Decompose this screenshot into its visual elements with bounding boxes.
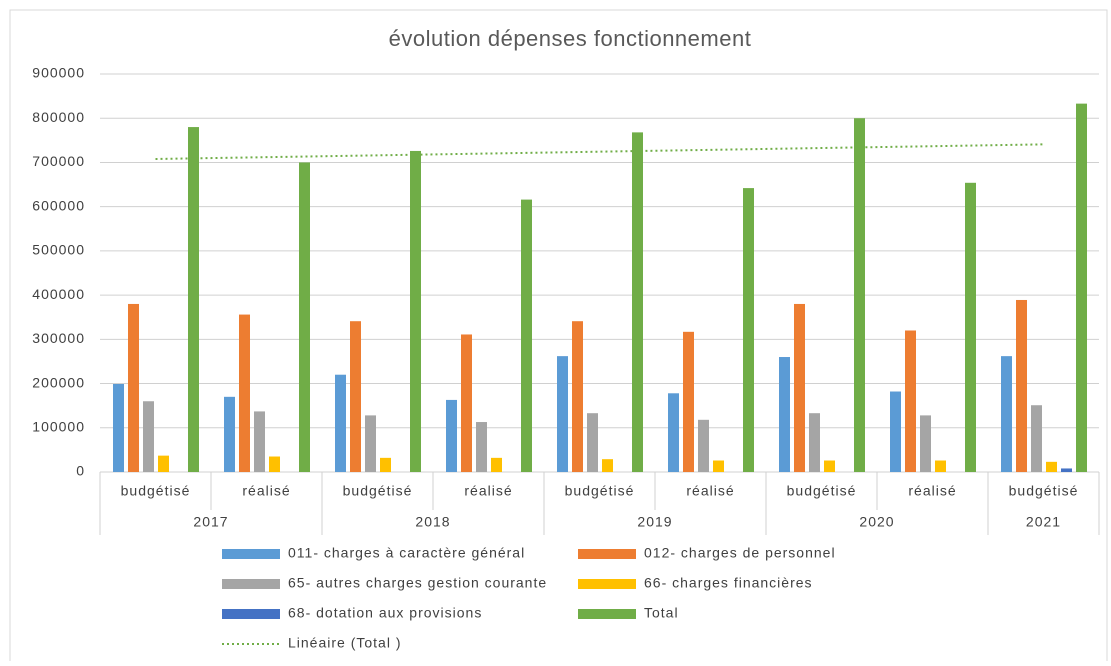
bar [1031, 405, 1042, 472]
x-tick-label: réalisé [464, 483, 512, 499]
bar [410, 150, 421, 473]
bar [587, 413, 598, 472]
legend-label: 011- charges à caractère général [288, 545, 525, 561]
bar [713, 460, 724, 472]
y-tick-label: 900000 [32, 65, 85, 81]
bar [1046, 461, 1057, 472]
bar [824, 460, 835, 472]
bar [632, 132, 643, 472]
y-tick-label: 800000 [32, 109, 85, 125]
bar [683, 331, 694, 472]
group-label: 2018 [415, 514, 450, 530]
bar [239, 314, 250, 472]
y-tick-label: 200000 [32, 374, 85, 390]
bar [461, 334, 472, 472]
bar [128, 303, 139, 472]
bar [224, 396, 235, 472]
y-tick-label: 0 [76, 463, 85, 479]
bar [920, 415, 931, 472]
bar [743, 188, 754, 473]
bar [335, 374, 346, 472]
y-tick-label: 300000 [32, 330, 85, 346]
chart-border [9, 9, 1108, 666]
y-tick-label: 700000 [32, 153, 85, 169]
legend-swatch [222, 549, 280, 559]
legend-label: Total [644, 605, 679, 621]
bar [476, 422, 487, 472]
bar [779, 357, 790, 472]
bar [698, 419, 709, 472]
group-label: 2021 [1026, 514, 1061, 530]
bar [905, 330, 916, 472]
legend-swatch [222, 579, 280, 589]
y-tick-label: 500000 [32, 242, 85, 258]
trendline [155, 143, 1044, 160]
bar [143, 401, 154, 472]
legend-swatch [222, 609, 280, 619]
legend-label: 68- dotation aux provisions [288, 605, 482, 621]
bar [299, 162, 310, 472]
bar [602, 459, 613, 472]
bar [269, 456, 280, 472]
y-tick-label: 600000 [32, 197, 85, 213]
bar [572, 321, 583, 472]
bar [1016, 299, 1027, 472]
group-label: 2019 [637, 514, 672, 530]
x-tick-label: budgétisé [787, 483, 857, 499]
bar [446, 399, 457, 472]
bar [854, 118, 865, 472]
bar [380, 457, 391, 472]
x-tick-label: réalisé [686, 483, 734, 499]
bar [1076, 103, 1087, 472]
legend-swatch [578, 609, 636, 619]
bar [113, 383, 124, 472]
bar [1061, 468, 1072, 472]
bar [491, 457, 502, 472]
x-tick-label: budgétisé [565, 483, 635, 499]
legend-label: 012- charges de personnel [644, 545, 836, 561]
x-tick-label: budgétisé [343, 483, 413, 499]
bar [350, 321, 361, 472]
bar [668, 393, 679, 472]
group-label: 2020 [859, 514, 894, 530]
bar [188, 127, 199, 473]
y-tick-label: 100000 [32, 418, 85, 434]
group-label: 2017 [193, 514, 228, 530]
bar [158, 455, 169, 472]
legend-swatch [578, 549, 636, 559]
bar [1001, 356, 1012, 472]
x-tick-label: réalisé [242, 483, 290, 499]
bar [794, 303, 805, 472]
y-tick-label: 400000 [32, 286, 85, 302]
bar [365, 415, 376, 472]
bar [557, 356, 568, 472]
bar [890, 391, 901, 472]
legend-label: Linéaire (Total ) [288, 635, 402, 651]
bar [521, 199, 532, 472]
x-tick-label: budgétisé [1009, 483, 1079, 499]
x-tick-label: réalisé [908, 483, 956, 499]
legend-label: 66- charges financières [644, 575, 813, 591]
x-tick-label: budgétisé [121, 483, 191, 499]
legend-label: 65- autres charges gestion courante [288, 575, 547, 591]
bar [965, 182, 976, 472]
legend-swatch [578, 579, 636, 589]
bar [254, 411, 265, 472]
bar [809, 413, 820, 472]
bar [935, 460, 946, 472]
chart-title: évolution dépenses fonctionnement [389, 26, 752, 51]
